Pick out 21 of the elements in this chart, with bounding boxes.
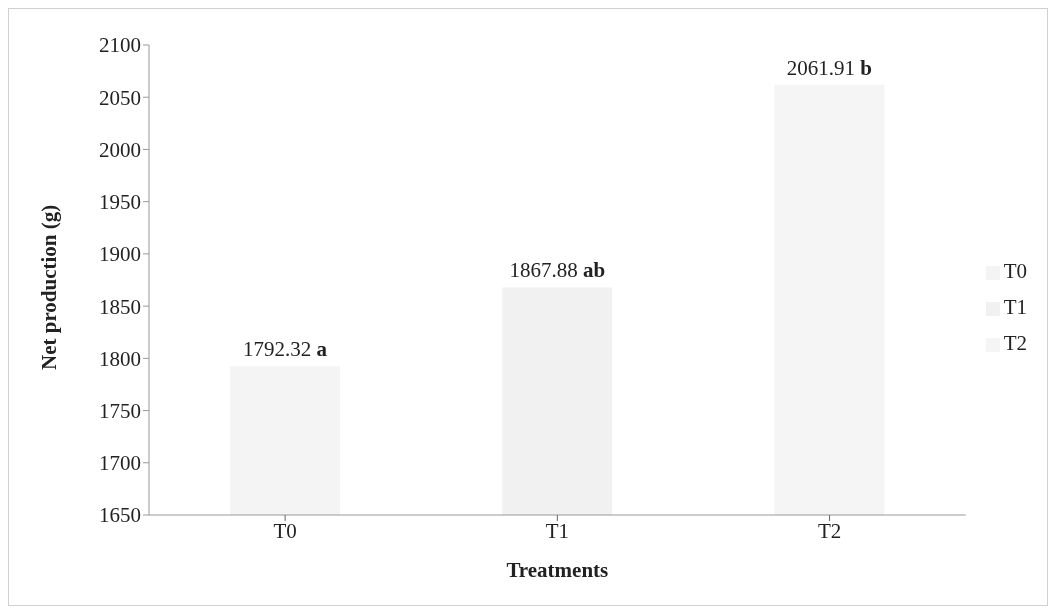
legend-label: T0 xyxy=(1003,259,1027,283)
y-tick-label: 2100 xyxy=(99,33,141,58)
y-tick-label: 1800 xyxy=(99,346,141,371)
y-tick-label: 1900 xyxy=(99,242,141,267)
y-tick-label: 1750 xyxy=(99,399,141,424)
x-axis-title: Treatments xyxy=(506,558,609,582)
x-tick-label: T1 xyxy=(545,518,569,543)
y-tick-label: 1650 xyxy=(99,503,141,528)
y-tick-label: 2050 xyxy=(99,85,141,110)
data-label: 1792.32 a xyxy=(243,337,328,362)
legend-label: T1 xyxy=(1003,295,1027,319)
y-tick-label: 1950 xyxy=(99,190,141,215)
data-label: 2061.91 b xyxy=(786,55,873,80)
y-axis-title: Net production (g) xyxy=(37,204,62,370)
y-tick-label: 1850 xyxy=(99,294,141,319)
data-label: 1867.88 ab xyxy=(509,258,606,283)
legend-label: T2 xyxy=(1003,331,1027,355)
y-tick-label: 2000 xyxy=(99,137,141,162)
y-tick-label: 1700 xyxy=(99,451,141,476)
x-tick-label: T0 xyxy=(273,518,297,543)
x-tick-label: T2 xyxy=(817,518,842,543)
